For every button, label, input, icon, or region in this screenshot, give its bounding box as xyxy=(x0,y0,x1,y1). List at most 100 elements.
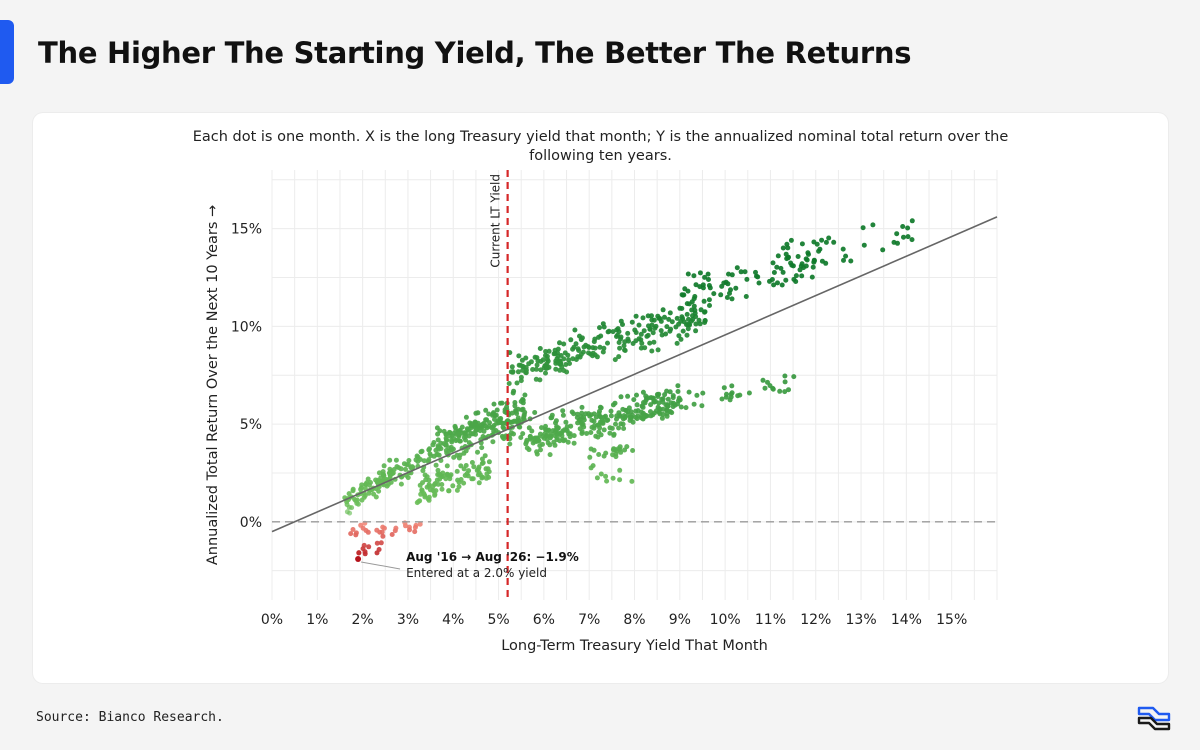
data-point xyxy=(895,240,900,246)
data-point xyxy=(559,364,565,370)
data-point xyxy=(618,394,624,400)
data-point xyxy=(658,328,664,334)
data-point xyxy=(645,332,651,338)
data-point xyxy=(738,269,744,275)
data-point xyxy=(435,452,441,457)
data-point xyxy=(604,478,610,484)
data-point xyxy=(359,497,365,503)
data-point xyxy=(706,297,712,303)
data-point xyxy=(765,379,770,385)
data-point xyxy=(685,288,691,294)
data-point xyxy=(439,482,445,487)
data-point xyxy=(361,542,367,548)
data-point xyxy=(588,351,594,357)
data-point xyxy=(705,271,711,277)
data-point xyxy=(803,263,809,269)
data-point xyxy=(520,364,526,370)
data-point xyxy=(729,296,735,302)
data-point xyxy=(700,390,706,396)
data-point xyxy=(606,328,612,334)
data-point xyxy=(678,404,684,410)
data-point xyxy=(721,385,727,391)
data-point xyxy=(823,260,829,266)
data-point xyxy=(559,433,565,439)
data-point xyxy=(455,477,461,483)
data-point xyxy=(491,428,497,434)
data-point xyxy=(381,463,387,469)
data-point xyxy=(742,269,748,275)
data-point xyxy=(685,271,691,277)
data-point xyxy=(450,483,456,489)
data-point xyxy=(464,471,470,476)
data-point xyxy=(446,488,452,494)
data-point xyxy=(516,353,522,359)
data-point xyxy=(771,270,777,275)
data-point xyxy=(524,437,530,443)
data-point xyxy=(413,457,419,463)
data-point xyxy=(804,257,810,263)
data-point xyxy=(698,307,704,313)
data-point xyxy=(374,527,380,533)
data-point xyxy=(676,333,682,339)
data-point xyxy=(810,264,816,270)
data-point xyxy=(492,416,497,422)
data-point xyxy=(603,473,609,479)
data-point xyxy=(350,527,356,532)
data-point xyxy=(814,241,820,247)
data-point xyxy=(631,397,637,403)
data-point xyxy=(454,487,460,493)
y-tick-label: 5% xyxy=(240,417,262,433)
data-point xyxy=(497,416,503,422)
data-point xyxy=(463,463,469,468)
data-point xyxy=(506,381,512,386)
data-point xyxy=(625,409,631,415)
data-point xyxy=(579,410,585,416)
data-point xyxy=(674,315,680,321)
data-point xyxy=(719,396,725,402)
x-tick-label: 7% xyxy=(578,612,600,628)
data-point xyxy=(793,279,799,284)
data-point xyxy=(537,346,543,351)
data-point xyxy=(468,423,474,429)
x-tick-label: 2% xyxy=(352,612,374,628)
data-point xyxy=(380,533,386,539)
data-point xyxy=(530,367,536,372)
data-point xyxy=(697,270,703,276)
data-point xyxy=(756,280,762,286)
data-point xyxy=(383,476,389,482)
data-point xyxy=(455,437,461,443)
data-point xyxy=(799,273,805,279)
x-tick-label: 13% xyxy=(846,612,877,628)
data-point xyxy=(706,277,711,282)
data-point xyxy=(418,449,424,455)
data-point xyxy=(831,239,837,245)
data-point xyxy=(344,509,350,515)
data-point xyxy=(601,427,607,433)
data-point xyxy=(657,406,662,412)
data-point xyxy=(621,343,627,349)
data-point xyxy=(608,413,614,419)
data-point xyxy=(629,319,635,325)
data-point xyxy=(775,253,781,259)
data-point xyxy=(588,430,594,435)
data-point xyxy=(543,370,548,376)
data-point xyxy=(564,369,570,375)
data-point xyxy=(376,488,382,494)
data-point xyxy=(362,549,368,555)
data-point xyxy=(780,245,786,251)
data-point xyxy=(393,525,399,531)
data-point xyxy=(809,274,815,280)
data-point xyxy=(406,458,412,463)
data-point xyxy=(473,428,479,433)
data-point xyxy=(702,318,708,324)
data-point xyxy=(679,292,685,298)
data-point xyxy=(905,225,911,231)
data-point xyxy=(434,477,440,483)
data-point xyxy=(630,448,636,453)
data-point xyxy=(805,250,811,256)
x-tick-label: 5% xyxy=(487,612,509,628)
data-point xyxy=(686,321,692,327)
data-point xyxy=(700,282,706,288)
data-point xyxy=(783,277,789,283)
data-point xyxy=(848,258,854,264)
